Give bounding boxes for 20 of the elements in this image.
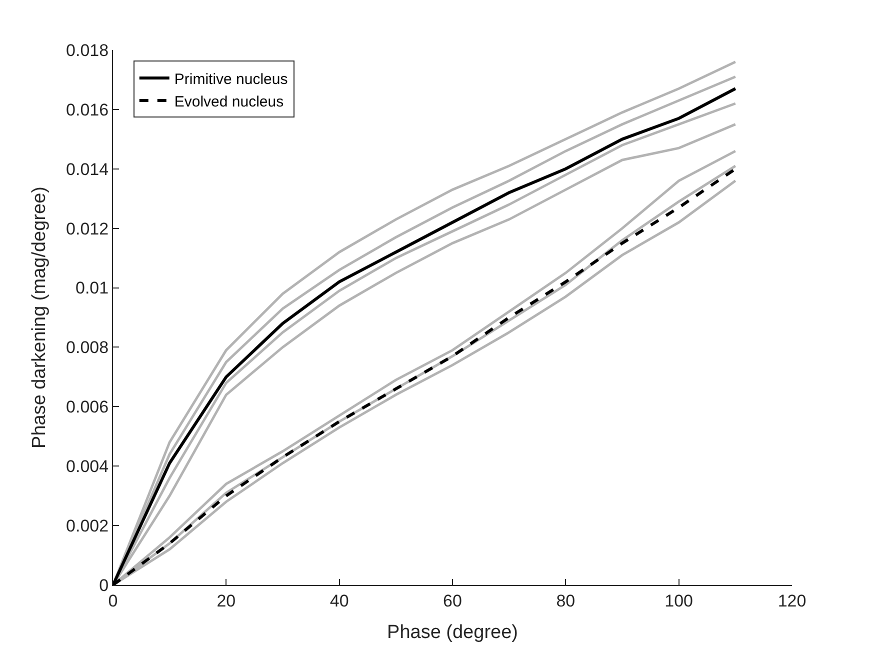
y-tick-label: 0.016 [66,100,109,120]
y-axis-title: Phase darkening (mag/degree) [28,186,50,448]
legend-label: Evolved nucleus [174,93,284,110]
x-tick-label: 120 [778,591,806,610]
y-tick-label: 0.014 [66,160,109,179]
y-tick-label: 0.006 [66,398,109,417]
y-tick-label: 0 [99,576,109,595]
x-tick-label: 100 [664,591,694,610]
x-tick-label: 80 [556,591,576,610]
x-tick-label: 40 [330,591,349,610]
y-tick-label: 0.018 [66,40,109,60]
y-tick-label: 0.01 [76,278,109,298]
y-tick-label: 0.004 [66,457,109,476]
y-tick-label: 0.012 [66,219,109,238]
x-tick-label: 60 [443,591,462,610]
x-tick-label: 20 [216,591,236,610]
x-axis-title: Phase (degree) [387,622,518,644]
legend-label: Primitive nucleus [174,70,288,88]
y-tick-label: 0.002 [66,516,109,536]
y-tick-label: 0.008 [66,338,109,358]
